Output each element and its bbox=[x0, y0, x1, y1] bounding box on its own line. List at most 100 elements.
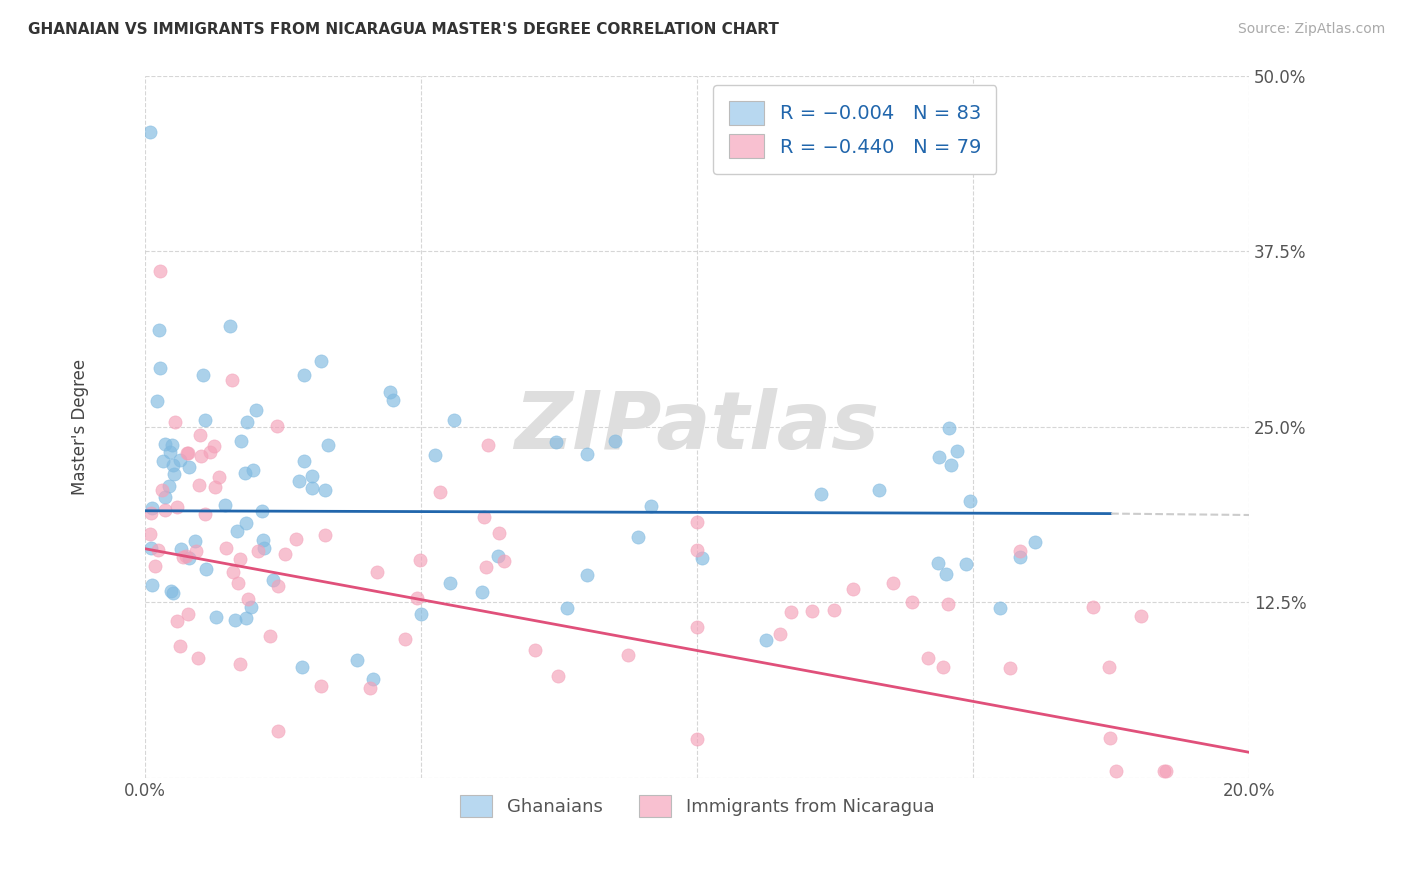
Point bbox=[686, 515, 709, 529]
Point bbox=[233, 466, 256, 480]
Point bbox=[423, 448, 446, 462]
Point bbox=[202, 439, 225, 453]
Point bbox=[686, 731, 709, 746]
Point bbox=[1008, 544, 1031, 558]
Point bbox=[162, 586, 184, 600]
Y-axis label: Master's Degree: Master's Degree bbox=[72, 359, 89, 494]
Point bbox=[205, 610, 228, 624]
Point bbox=[314, 528, 336, 542]
Point bbox=[252, 533, 274, 547]
Point bbox=[274, 547, 297, 561]
Point bbox=[190, 449, 212, 463]
Point bbox=[238, 591, 260, 606]
Point bbox=[146, 543, 169, 558]
Point bbox=[686, 543, 709, 558]
Text: GHANAIAN VS IMMIGRANTS FROM NICARAGUA MASTER'S DEGREE CORRELATION CHART: GHANAIAN VS IMMIGRANTS FROM NICARAGUA MA… bbox=[28, 22, 779, 37]
Text: ZIPatlas: ZIPatlas bbox=[515, 387, 880, 466]
Point bbox=[226, 524, 249, 538]
Point bbox=[149, 264, 172, 278]
Point bbox=[824, 603, 846, 617]
Point bbox=[810, 487, 832, 501]
Point bbox=[1000, 661, 1022, 675]
Point bbox=[152, 454, 174, 468]
Point bbox=[245, 403, 267, 417]
Point bbox=[686, 620, 709, 634]
Point bbox=[235, 516, 257, 531]
Point bbox=[221, 374, 243, 388]
Point bbox=[488, 525, 510, 540]
Point bbox=[477, 437, 499, 451]
Point bbox=[780, 606, 803, 620]
Point bbox=[959, 493, 981, 508]
Point bbox=[1008, 550, 1031, 565]
Point bbox=[901, 595, 924, 609]
Point bbox=[1098, 660, 1121, 674]
Point bbox=[143, 559, 166, 574]
Point bbox=[475, 559, 498, 574]
Point bbox=[179, 551, 201, 566]
Point bbox=[547, 669, 569, 683]
Point bbox=[917, 651, 939, 665]
Point bbox=[187, 651, 209, 665]
Point bbox=[494, 553, 516, 567]
Point bbox=[361, 673, 384, 687]
Point bbox=[170, 542, 193, 557]
Point bbox=[163, 467, 186, 481]
Point bbox=[187, 478, 209, 492]
Point bbox=[988, 600, 1011, 615]
Point bbox=[169, 452, 191, 467]
Point bbox=[148, 323, 170, 337]
Point bbox=[169, 639, 191, 653]
Point bbox=[188, 427, 211, 442]
Point bbox=[938, 421, 960, 435]
Point bbox=[314, 483, 336, 497]
Point bbox=[291, 659, 314, 673]
Point bbox=[184, 543, 207, 558]
Point bbox=[208, 470, 231, 484]
Point bbox=[267, 723, 290, 738]
Point bbox=[939, 458, 962, 472]
Point bbox=[152, 483, 174, 498]
Point bbox=[932, 659, 955, 673]
Point bbox=[179, 460, 201, 475]
Point bbox=[288, 474, 311, 488]
Point bbox=[524, 643, 547, 657]
Point bbox=[176, 446, 198, 460]
Point bbox=[235, 611, 257, 625]
Point bbox=[292, 368, 315, 383]
Point bbox=[139, 526, 162, 541]
Point bbox=[250, 504, 273, 518]
Point bbox=[204, 480, 226, 494]
Point bbox=[801, 604, 824, 618]
Point bbox=[690, 551, 713, 566]
Point bbox=[439, 575, 461, 590]
Point bbox=[769, 627, 792, 641]
Point bbox=[194, 413, 217, 427]
Point bbox=[194, 507, 217, 521]
Point bbox=[927, 556, 949, 570]
Point bbox=[316, 438, 339, 452]
Point bbox=[1153, 764, 1175, 778]
Point bbox=[378, 385, 401, 400]
Point bbox=[301, 481, 323, 495]
Point bbox=[546, 435, 568, 450]
Point bbox=[935, 567, 957, 582]
Point bbox=[157, 478, 180, 492]
Point bbox=[575, 567, 598, 582]
Point bbox=[229, 552, 252, 566]
Point bbox=[177, 446, 200, 460]
Point bbox=[221, 565, 243, 579]
Point bbox=[1098, 731, 1121, 745]
Point bbox=[224, 613, 246, 627]
Point bbox=[411, 607, 433, 622]
Point bbox=[141, 577, 163, 591]
Point bbox=[259, 629, 281, 643]
Point bbox=[240, 599, 263, 614]
Point bbox=[159, 584, 181, 599]
Point bbox=[486, 549, 509, 563]
Point bbox=[409, 553, 432, 567]
Point bbox=[945, 443, 967, 458]
Point bbox=[616, 648, 638, 662]
Point bbox=[214, 498, 236, 512]
Point bbox=[1083, 599, 1105, 614]
